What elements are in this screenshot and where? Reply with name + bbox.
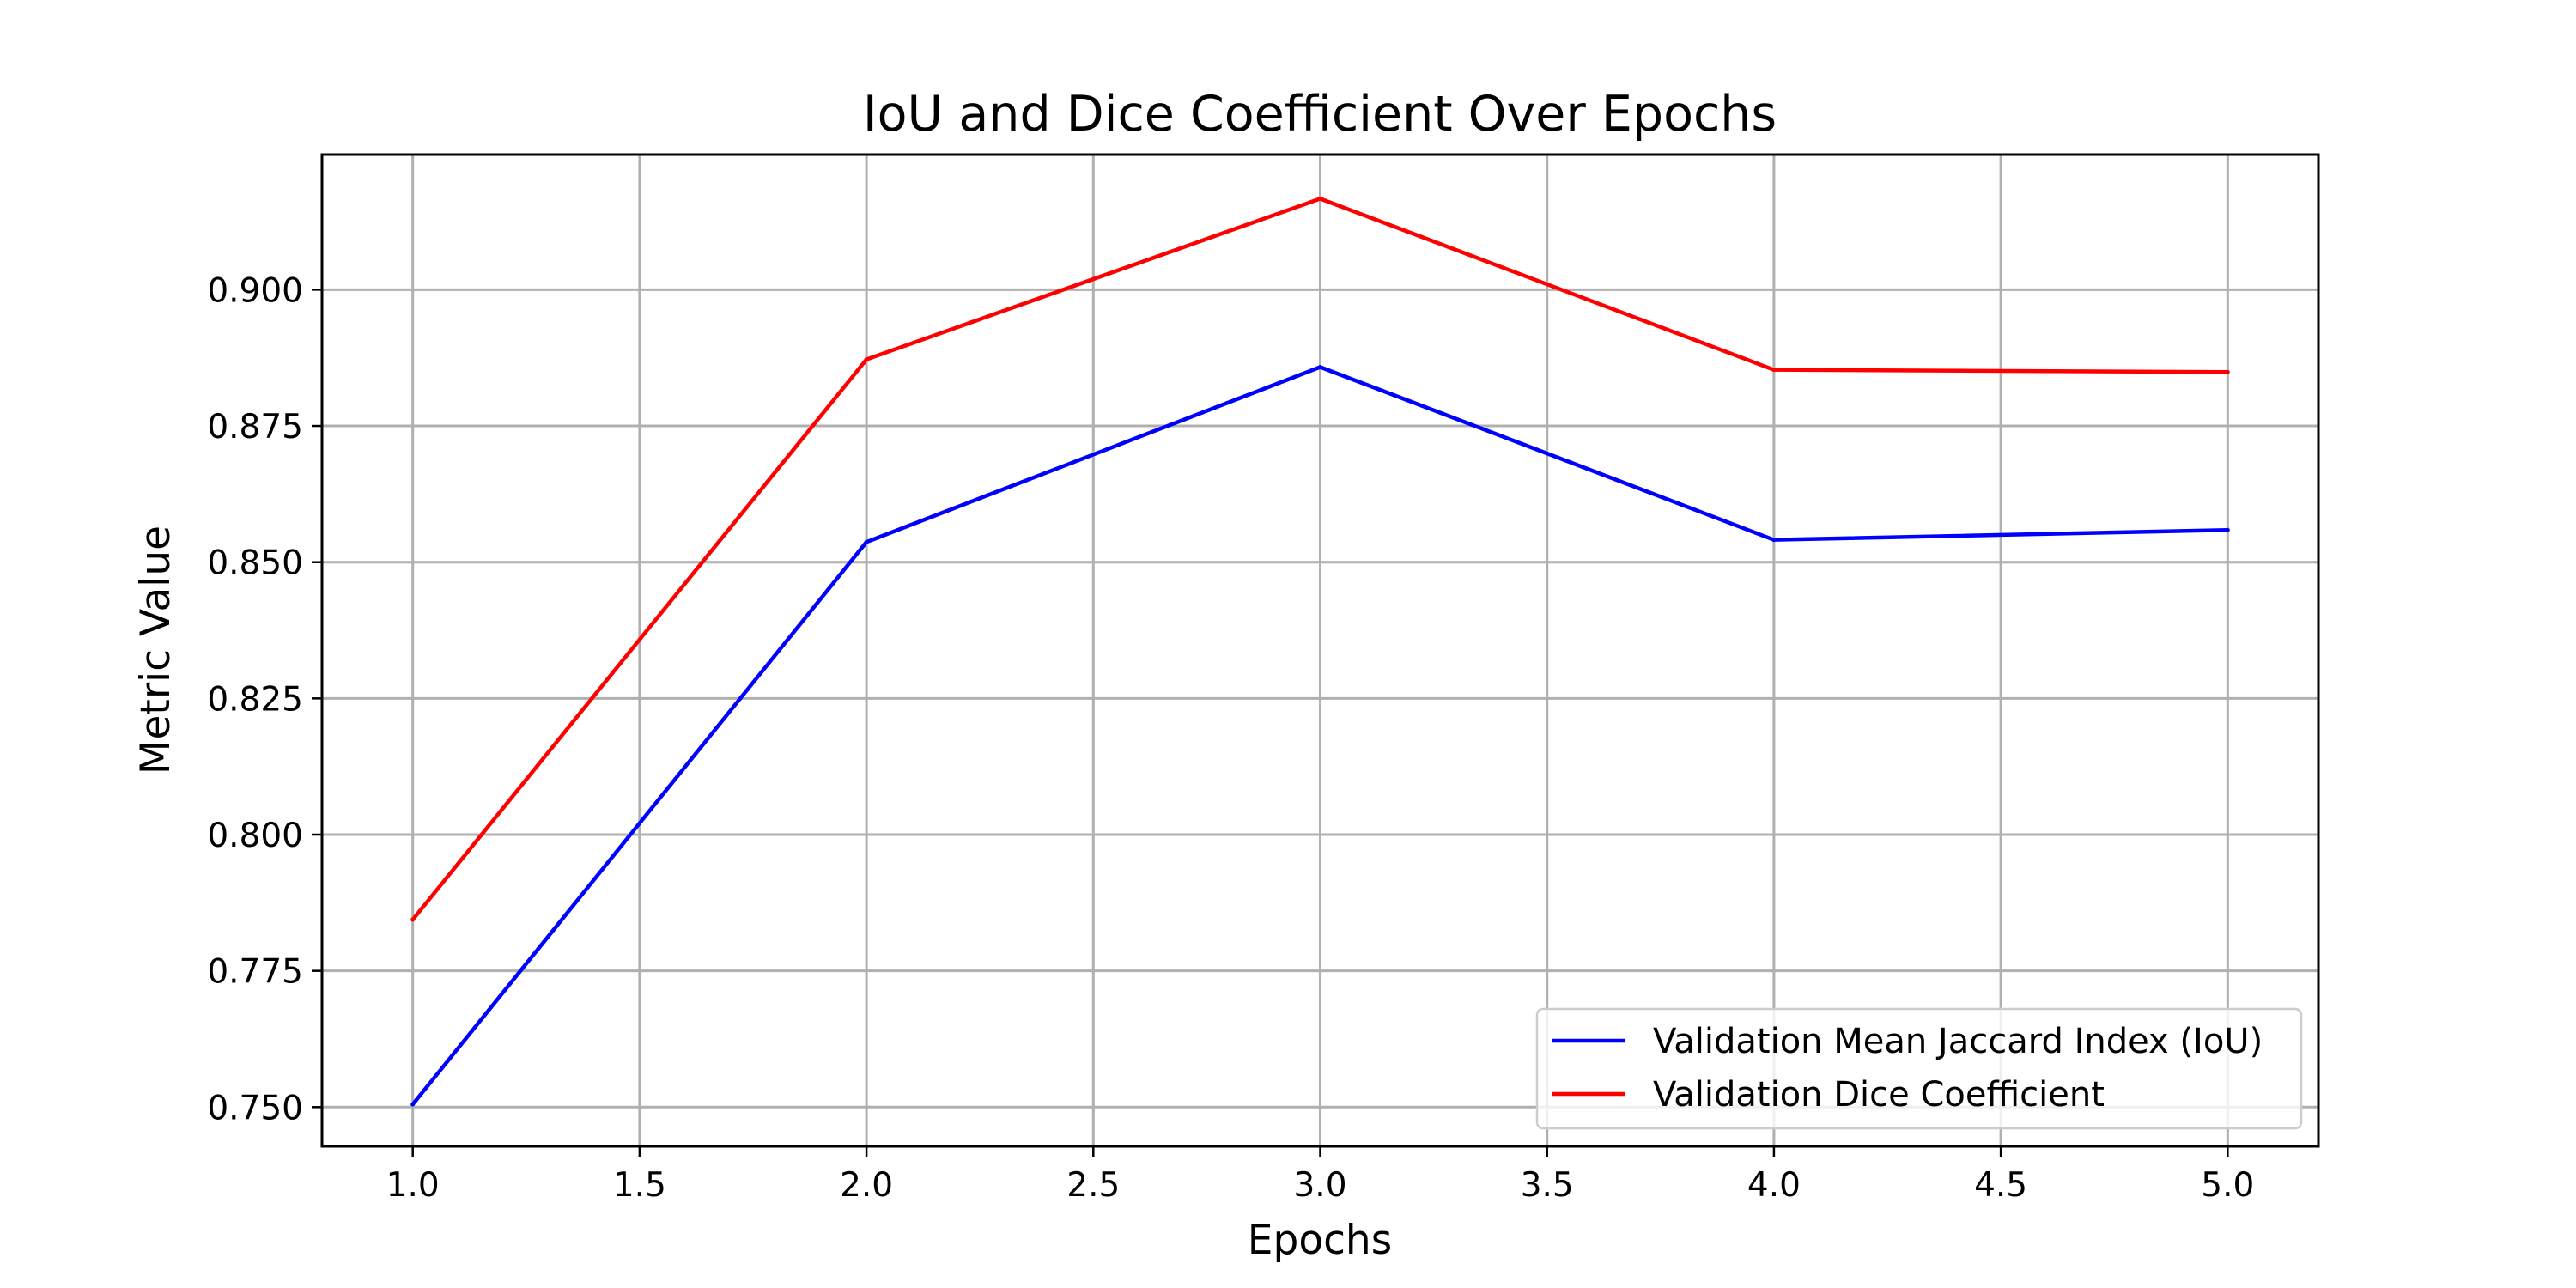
x-tick-label: 4.5 — [1974, 1166, 2027, 1205]
data-point-dice — [864, 357, 869, 362]
data-point-iou — [1318, 365, 1322, 369]
x-tick-label: 2.5 — [1066, 1166, 1120, 1205]
y-axis-label: Metric Value — [132, 526, 179, 775]
x-tick-label: 4.0 — [1747, 1166, 1801, 1205]
x-tick-label: 3.0 — [1293, 1166, 1346, 1205]
x-tick-label: 2.0 — [840, 1166, 893, 1205]
y-tick-label: 0.775 — [207, 953, 303, 992]
data-point-iou — [410, 1102, 416, 1107]
data-point-dice — [410, 917, 416, 922]
grid-lines — [322, 155, 2318, 1146]
x-tick-label: 3.5 — [1521, 1166, 1574, 1205]
y-tick-label: 0.875 — [207, 408, 303, 447]
axis-ticks: 1.0 1.5 2.0 2.5 3.0 3.5 4.0 4.5 5.0 0.750 0.775 0.8… — [207, 271, 2254, 1205]
data-point-dice — [1318, 196, 1322, 201]
data-point-iou — [864, 539, 869, 544]
x-axis-label: Epochs — [1248, 1217, 1392, 1264]
x-tick-label: 5.0 — [2201, 1166, 2254, 1205]
y-tick-label: 0.750 — [207, 1089, 303, 1127]
data-point-dice — [1771, 368, 1777, 373]
legend-box — [1535, 1007, 2303, 1130]
legend-label-iou: Validation Mean Jaccard Index (IoU) — [1653, 1022, 2263, 1061]
data-point-iou — [1771, 538, 1777, 543]
x-tick-label: 1.0 — [386, 1166, 440, 1205]
data-point-iou — [2225, 527, 2230, 532]
y-tick-label: 0.850 — [207, 544, 303, 583]
y-tick-label: 0.825 — [207, 680, 303, 719]
series-lines — [410, 196, 2230, 1107]
legend: Validation Mean Jaccard Index (IoU) Vali… — [1535, 1007, 2303, 1130]
y-tick-label: 0.900 — [207, 271, 303, 310]
x-tick-label: 1.5 — [613, 1166, 666, 1205]
chart-title: IoU and Dice Coefficient Over Epochs — [863, 86, 1777, 143]
data-point-dice — [2225, 369, 2230, 374]
legend-label-dice: Validation Dice Coefficient — [1653, 1075, 2105, 1115]
y-tick-label: 0.800 — [207, 817, 303, 855]
